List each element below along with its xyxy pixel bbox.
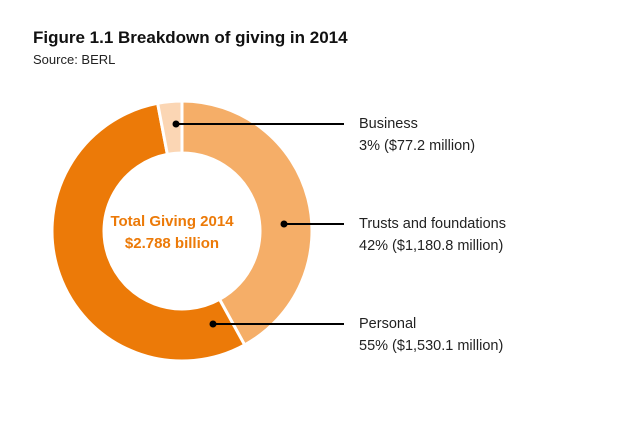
center-label-total: $2.788 billion bbox=[125, 235, 219, 252]
chart-source: Source: BERL bbox=[33, 52, 116, 67]
label-personal: Personal 55% ($1,530.1 million) bbox=[359, 313, 503, 357]
leader-trusts-dot bbox=[280, 220, 288, 228]
label-business-value: 3% ($77.2 million) bbox=[359, 138, 476, 154]
slice-business bbox=[155, 99, 184, 157]
label-personal-value: 55% ($1,530.1 million) bbox=[359, 338, 504, 354]
leader-business-dot bbox=[172, 120, 180, 128]
slice-personal bbox=[50, 101, 247, 363]
label-trusts: Trusts and foundations 42% ($1,180.8 mil… bbox=[359, 213, 506, 257]
label-trusts-name: Trusts and foundations bbox=[359, 216, 506, 232]
label-business-name: Business bbox=[359, 116, 418, 132]
leader-personal-dot bbox=[209, 320, 217, 328]
center-label-title: Total Giving 2014 bbox=[110, 213, 234, 230]
chart-title: Figure 1.1 Breakdown of giving in 2014 bbox=[33, 28, 348, 47]
label-personal-name: Personal bbox=[359, 316, 417, 332]
label-business: Business 3% ($77.2 million) bbox=[359, 113, 475, 157]
label-trusts-value: 42% ($1,180.8 million) bbox=[359, 238, 504, 254]
slice-trusts bbox=[180, 99, 314, 347]
